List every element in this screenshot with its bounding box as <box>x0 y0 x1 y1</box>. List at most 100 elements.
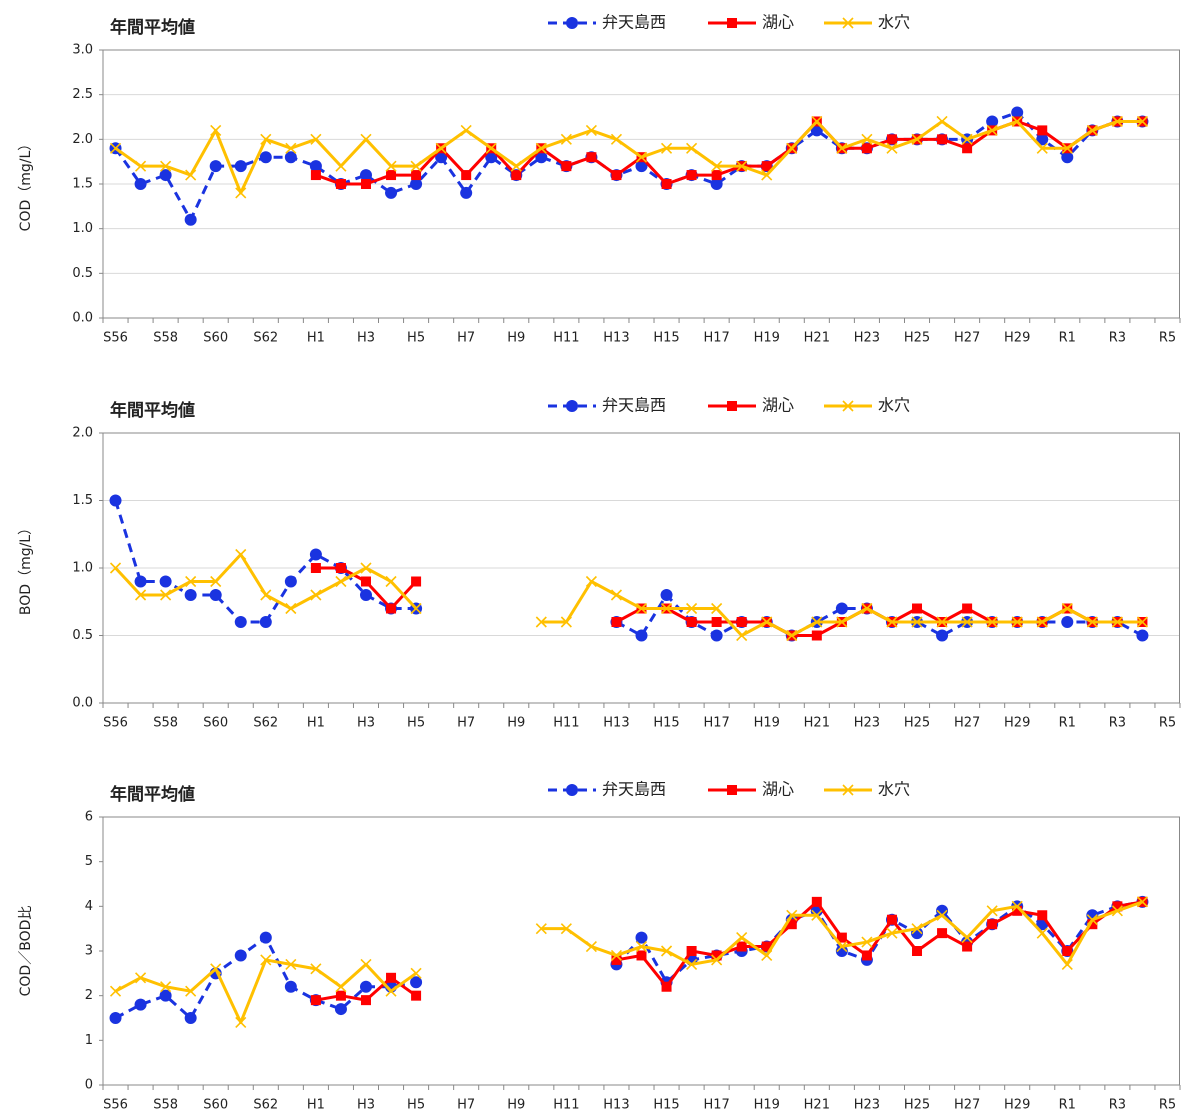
data-point <box>686 142 698 154</box>
x-tick-label: R5 <box>1159 1098 1176 1113</box>
data-point <box>310 170 321 181</box>
data-point <box>335 179 346 189</box>
data-point <box>861 602 873 615</box>
data-point <box>235 187 247 199</box>
x-tick-label: H19 <box>754 331 780 346</box>
data-point <box>160 981 172 993</box>
data-point <box>1011 900 1023 912</box>
data-point <box>811 896 822 907</box>
chart-panel: 年間平均値 BOD（mg/L） 0.0 0.5 1.0 1.5 2.0 S56 S58 S60 S6… <box>18 396 1181 731</box>
data-point <box>260 589 272 601</box>
data-point <box>1012 905 1023 916</box>
data-point <box>386 603 397 614</box>
x-tick-label: H27 <box>954 331 980 346</box>
data-point <box>635 931 648 944</box>
data-point <box>660 602 673 615</box>
x-tick-label: H5 <box>407 331 425 346</box>
data-point <box>786 909 798 921</box>
data-point <box>636 950 647 961</box>
data-point <box>359 169 372 182</box>
data-point <box>260 133 272 145</box>
data-point <box>535 616 547 628</box>
x-tick-label: S60 <box>203 331 228 346</box>
data-point <box>360 576 371 587</box>
x-tick-label: H21 <box>804 331 830 346</box>
legend-label: 湖心 <box>762 780 794 799</box>
data-point <box>159 989 172 1002</box>
data-point <box>485 151 498 164</box>
data-point <box>936 904 949 917</box>
data-point <box>335 990 346 1001</box>
data-point <box>1061 602 1073 615</box>
data-point <box>711 602 723 615</box>
data-point <box>309 548 322 561</box>
data-point <box>259 616 272 628</box>
x-tick-label: H13 <box>603 331 629 346</box>
data-point <box>410 976 423 989</box>
legend-label: 水穴 <box>878 780 910 799</box>
y-axis-label: COD／BOD比 <box>18 906 34 997</box>
data-point <box>686 170 697 181</box>
data-point <box>411 990 422 1001</box>
data-point <box>1036 616 1048 628</box>
data-point <box>310 133 322 145</box>
data-point <box>310 963 322 975</box>
data-point <box>811 616 823 628</box>
data-point <box>1036 133 1049 146</box>
x-tick-label: S58 <box>153 331 178 346</box>
x-tick-label: H11 <box>553 1098 579 1113</box>
data-point <box>460 186 473 199</box>
chart-title: 年間平均値 <box>110 784 195 805</box>
x-tick-label: H7 <box>457 331 475 346</box>
data-point <box>259 151 272 164</box>
data-point <box>811 630 822 641</box>
data-point <box>635 940 648 953</box>
x-tick-label: H3 <box>357 716 375 731</box>
data-point <box>911 616 923 628</box>
chart-title: 年間平均値 <box>110 17 195 38</box>
legend-label: 水穴 <box>878 396 910 415</box>
data-point <box>285 958 297 970</box>
data-point <box>836 932 847 943</box>
data-point <box>761 161 772 172</box>
data-point <box>485 142 497 154</box>
data-point <box>811 115 823 128</box>
data-point <box>836 940 848 953</box>
legend-marker <box>842 17 854 29</box>
data-point <box>761 941 772 952</box>
data-point <box>360 562 372 574</box>
data-point <box>159 575 172 588</box>
data-point <box>660 589 673 601</box>
x-tick-label: R1 <box>1059 331 1076 346</box>
chart-title: 年間平均値 <box>110 400 195 421</box>
x-tick-label: H3 <box>357 331 375 346</box>
y-tick-label: 4 <box>85 899 93 914</box>
data-point <box>210 963 222 975</box>
x-tick-label: H21 <box>804 716 830 731</box>
data-point <box>511 170 522 181</box>
data-point <box>635 602 648 615</box>
data-point <box>1086 616 1098 628</box>
data-point <box>835 602 848 615</box>
y-tick-label: 1.5 <box>72 177 93 192</box>
data-point <box>611 170 622 181</box>
data-point <box>1112 901 1123 912</box>
legend-marker <box>566 17 578 29</box>
plot-frame <box>102 816 1180 1086</box>
data-point <box>635 629 648 642</box>
x-tick-label: H11 <box>553 331 579 346</box>
data-point <box>535 151 548 164</box>
x-tick-label: R1 <box>1059 1098 1076 1113</box>
data-point <box>1011 106 1024 119</box>
data-point <box>886 927 898 939</box>
x-tick-label: H13 <box>603 716 629 731</box>
x-tick-label: H15 <box>653 331 679 346</box>
x-tick-label: S56 <box>103 331 128 346</box>
data-point <box>736 617 747 627</box>
data-point <box>1061 151 1074 164</box>
y-tick-label: 1 <box>85 1033 93 1048</box>
data-point <box>335 563 346 573</box>
data-point <box>560 616 572 628</box>
x-tick-label: S62 <box>253 716 278 731</box>
data-point <box>360 995 371 1006</box>
